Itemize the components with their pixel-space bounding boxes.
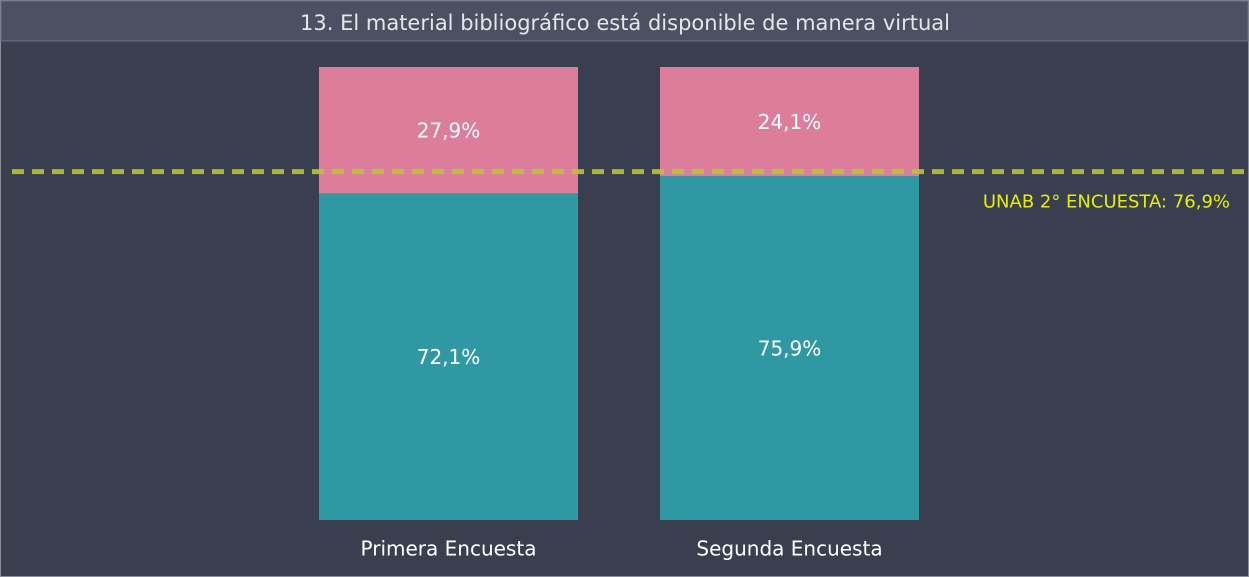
x-tick-label: Primera Encuesta: [361, 537, 537, 561]
value-label: 27,9%: [417, 119, 481, 143]
reference-label: UNAB 2° ENCUESTA: 76,9%: [983, 192, 1230, 213]
bar-segment: [660, 176, 919, 520]
x-tick-label: Segunda Encuesta: [696, 537, 882, 561]
bar-segment: [660, 67, 919, 177]
value-label: 75,9%: [758, 337, 822, 361]
value-label: 24,1%: [758, 110, 822, 134]
value-label: 72,1%: [417, 345, 481, 369]
bar-segment: [319, 193, 578, 520]
chart-title: 13. El material bibliográfico está dispo…: [300, 11, 950, 35]
title-bar: [0, 0, 1249, 42]
